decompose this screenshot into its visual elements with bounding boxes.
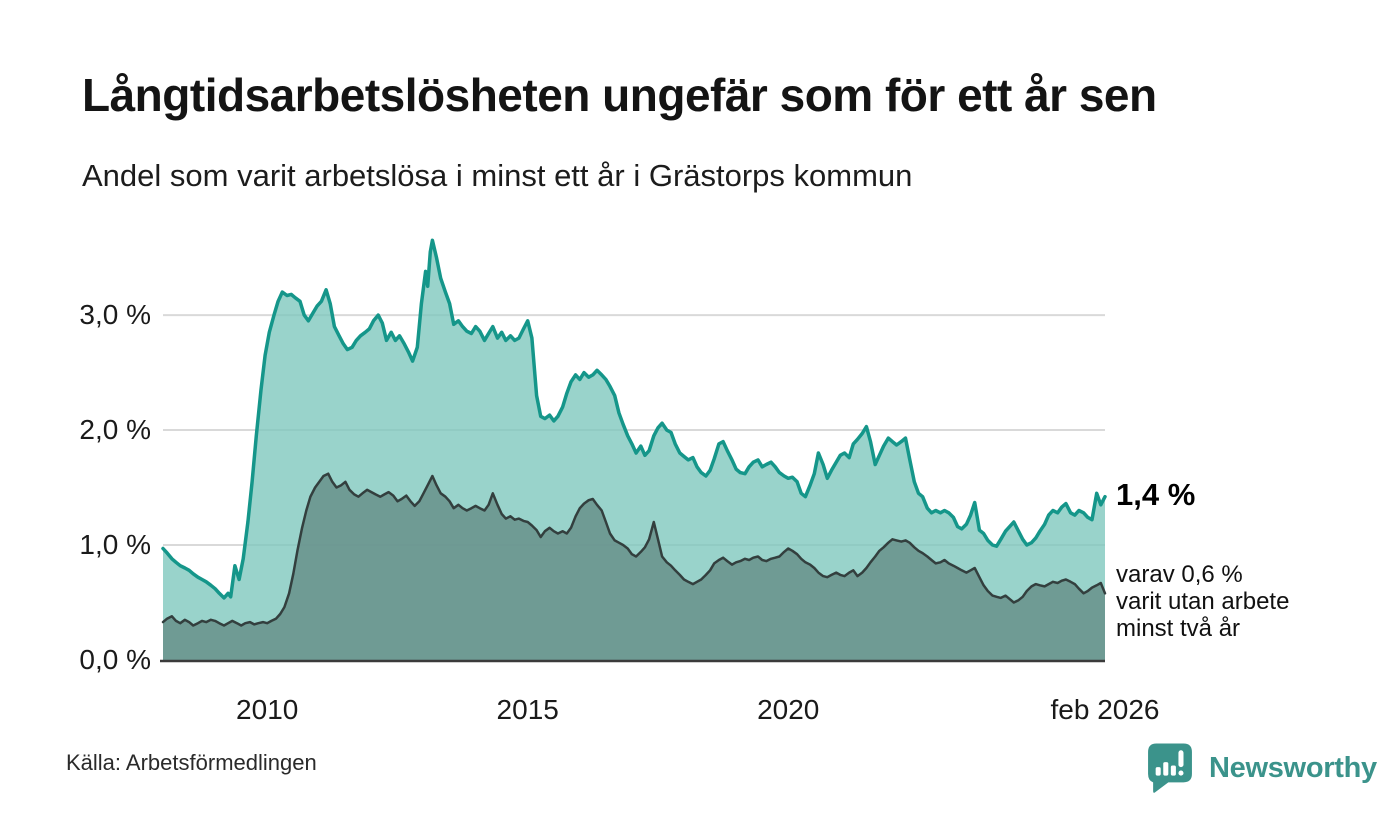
series-line-minst-tva-ar xyxy=(161,472,1107,627)
source-note: Källa: Arbetsförmedlingen xyxy=(66,750,317,775)
chart-subtitle: Andel som varit arbetslösa i minst ett å… xyxy=(82,158,913,193)
series-area-minst-tva-ar xyxy=(163,473,1105,660)
x-axis-tick-label: 2010 xyxy=(236,694,299,725)
x-axis-tick-label: 2015 xyxy=(496,694,559,725)
brand-name: Newsworthy xyxy=(1209,751,1377,784)
series-line-minst-ett-ar xyxy=(161,238,1107,600)
y-axis-tick-label: 0,0 % xyxy=(79,644,151,675)
latest-value-label: 1,4 % xyxy=(1116,477,1196,512)
newsworthy-logo: Newsworthy xyxy=(1143,740,1377,796)
x-axis-tick-label: 2020 xyxy=(757,694,820,725)
newsworthy-speech-bubble-chart-icon xyxy=(1148,743,1192,793)
y-axis-tick-label: 3,0 % xyxy=(79,299,151,331)
chart-title: Långtidsarbetslösheten ungefär som för e… xyxy=(82,69,1157,121)
two-year-annotation: varav 0,6 % varit utan arbete minst två … xyxy=(1116,561,1290,642)
x-axis-tick-label: feb 2026 xyxy=(1050,694,1160,725)
y-axis-tick-label: 1,0 % xyxy=(79,529,151,561)
y-axis-tick-label: 2,0 % xyxy=(79,414,151,446)
